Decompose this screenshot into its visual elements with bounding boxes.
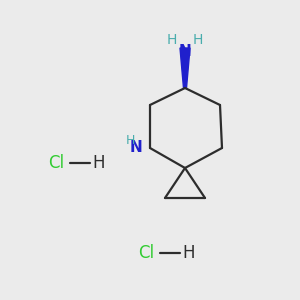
Text: H: H <box>92 154 104 172</box>
Text: H: H <box>182 244 194 262</box>
Polygon shape <box>180 48 190 88</box>
Text: N: N <box>178 44 191 59</box>
Text: H: H <box>193 33 203 47</box>
Text: Cl: Cl <box>138 244 154 262</box>
Text: N: N <box>129 140 142 155</box>
Text: H: H <box>167 33 177 47</box>
Text: H: H <box>125 134 135 146</box>
Text: Cl: Cl <box>48 154 64 172</box>
